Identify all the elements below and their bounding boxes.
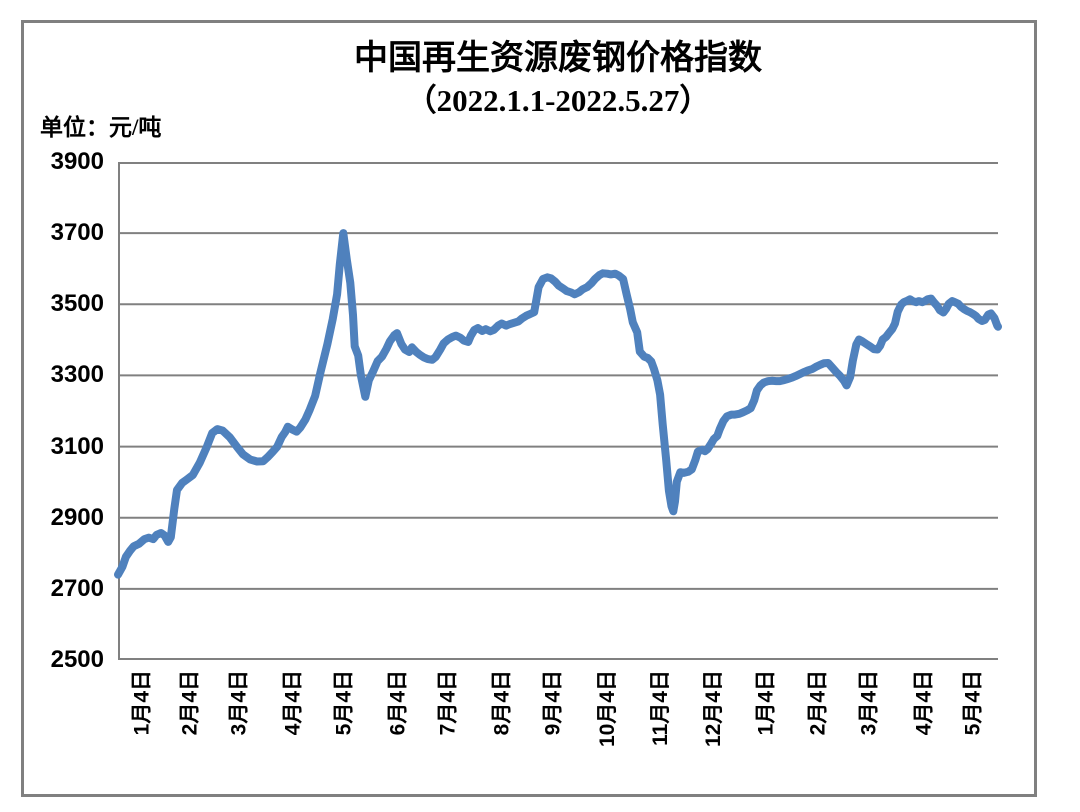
x-axis-tick-label: 6月4日 (386, 670, 410, 736)
y-axis-tick-label: 3900 (50, 148, 104, 175)
y-axis-tick-label: 2700 (50, 574, 104, 602)
x-axis-tick-label: 4月4日 (281, 670, 305, 736)
x-axis-tick-label: 10月4日 (596, 670, 620, 748)
x-axis-tick-label: 12月4日 (702, 670, 725, 748)
x-axis-tick-label: 5月4日 (332, 670, 356, 736)
x-axis-tick-label: 5月4日 (961, 670, 985, 736)
chart-title: 中国再生资源废钢价格指数 (354, 40, 762, 77)
x-axis-tick-label: 1月4日 (754, 670, 778, 736)
x-axis-tick-label: 3月4日 (857, 670, 881, 736)
x-axis-tick-label: 8月4日 (489, 670, 513, 736)
chart-subtitle: （2022.1.1-2022.5.27） (405, 83, 711, 118)
y-axis-tick-label: 3500 (50, 290, 104, 318)
x-axis-tick-label: 7月4日 (436, 670, 460, 736)
price-index-series-line (114, 229, 1002, 579)
y-axis-tick-label: 2500 (50, 646, 104, 673)
y-axis-tick-label: 2900 (50, 503, 104, 531)
x-axis-tick-label: 3月4日 (227, 670, 251, 736)
x-axis-tick-label: 11月4日 (649, 670, 673, 746)
unit-label: 单位：元/吨 (40, 115, 162, 140)
x-axis-tick-label: 2月4日 (178, 670, 202, 736)
scrap-steel-price-line-chart (114, 162, 1002, 660)
figure-border (21, 20, 1037, 797)
y-axis-tick-label: 3100 (50, 432, 104, 460)
x-axis-tick-label: 4月4日 (912, 670, 936, 736)
x-axis-tick-label: 9月4日 (541, 670, 565, 736)
y-axis-tick-label: 3700 (50, 219, 104, 247)
y-axis-tick-label: 3300 (50, 361, 104, 389)
x-axis-tick-label: 2月4日 (806, 670, 830, 736)
x-axis-tick-label: 1月4日 (130, 670, 153, 736)
